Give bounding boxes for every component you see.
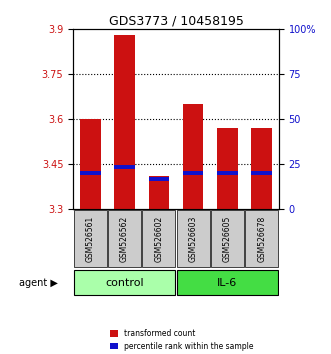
Text: GSM526561: GSM526561: [86, 216, 95, 262]
Bar: [149, 177, 169, 181]
Text: GSM526562: GSM526562: [120, 216, 129, 262]
FancyBboxPatch shape: [177, 210, 210, 267]
FancyBboxPatch shape: [142, 210, 175, 267]
FancyBboxPatch shape: [245, 210, 278, 267]
Bar: [183, 171, 203, 175]
Bar: [217, 171, 238, 175]
FancyBboxPatch shape: [211, 210, 244, 267]
Bar: [80, 171, 101, 175]
Bar: [251, 128, 272, 209]
FancyBboxPatch shape: [74, 210, 107, 267]
Bar: [80, 119, 101, 209]
Text: GSM526605: GSM526605: [223, 216, 232, 262]
Text: agent ▶: agent ▶: [19, 278, 58, 287]
Text: GSM526602: GSM526602: [154, 216, 163, 262]
Bar: [251, 171, 272, 175]
Bar: [114, 35, 135, 209]
Text: control: control: [105, 278, 144, 287]
FancyBboxPatch shape: [177, 270, 278, 295]
Bar: [149, 176, 169, 209]
Bar: [217, 128, 238, 209]
Text: GSM526603: GSM526603: [189, 216, 198, 262]
Text: GSM526678: GSM526678: [257, 216, 266, 262]
FancyBboxPatch shape: [108, 210, 141, 267]
Bar: [114, 165, 135, 169]
Bar: [183, 104, 203, 209]
FancyBboxPatch shape: [74, 270, 175, 295]
Title: GDS3773 / 10458195: GDS3773 / 10458195: [109, 15, 243, 28]
Text: IL-6: IL-6: [217, 278, 237, 287]
Legend: transformed count, percentile rank within the sample: transformed count, percentile rank withi…: [107, 326, 257, 354]
